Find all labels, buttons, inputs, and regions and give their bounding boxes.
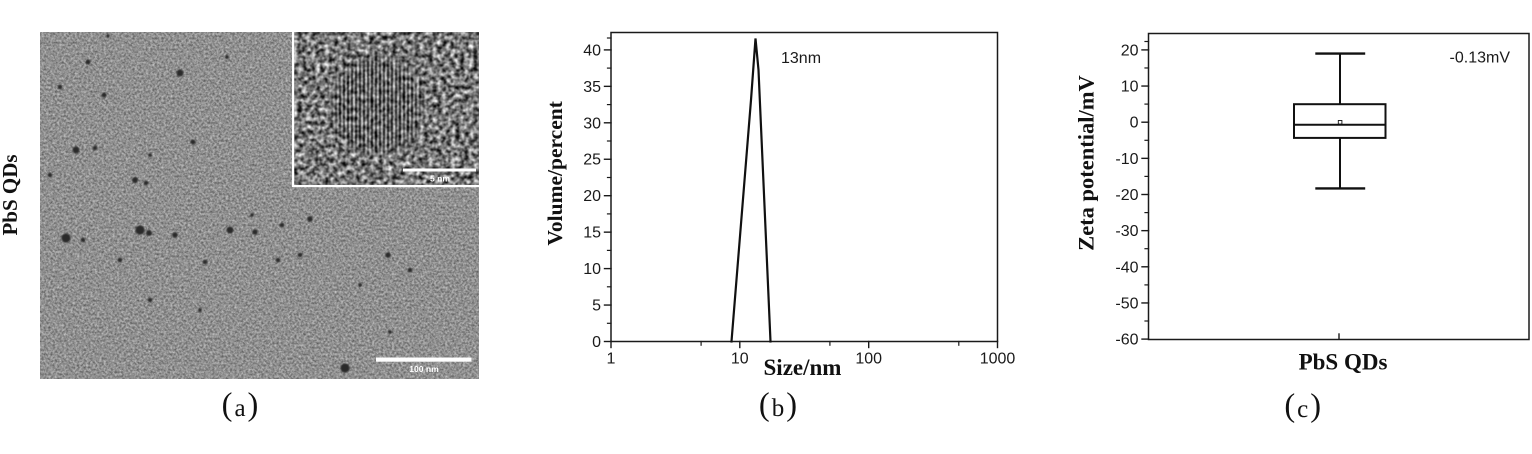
svg-text:-20: -20 — [1115, 187, 1138, 204]
svg-text:-0.13mV: -0.13mV — [1450, 50, 1511, 67]
svg-text:1: 1 — [607, 351, 616, 368]
svg-text:(c): (c) — [1284, 388, 1321, 424]
svg-text:15: 15 — [583, 225, 601, 242]
svg-text:13nm: 13nm — [781, 50, 821, 67]
svg-text:40: 40 — [583, 42, 601, 59]
svg-text:-50: -50 — [1115, 296, 1138, 313]
svg-text:(a): (a) — [222, 387, 259, 423]
svg-text:-10: -10 — [1115, 151, 1138, 168]
svg-text:30: 30 — [583, 115, 601, 132]
svg-text:PbS QDs: PbS QDs — [1299, 350, 1388, 375]
svg-text:1000: 1000 — [980, 351, 1016, 368]
svg-text:Size/nm: Size/nm — [764, 355, 842, 380]
svg-text:PbS QDs: PbS QDs — [0, 154, 22, 235]
svg-text:35: 35 — [583, 79, 601, 96]
svg-text:100 nm: 100 nm — [409, 364, 439, 374]
svg-text:-30: -30 — [1115, 223, 1138, 240]
svg-text:20: 20 — [1121, 42, 1139, 59]
svg-text:10: 10 — [1121, 79, 1139, 96]
svg-text:10: 10 — [583, 261, 601, 278]
svg-text:25: 25 — [583, 152, 601, 169]
svg-text:100: 100 — [855, 351, 882, 368]
svg-text:0: 0 — [592, 334, 601, 351]
svg-text:Volume/percent: Volume/percent — [543, 100, 567, 245]
svg-text:0: 0 — [1130, 115, 1139, 132]
svg-text:20: 20 — [583, 188, 601, 205]
svg-text:-40: -40 — [1115, 259, 1138, 276]
svg-text:(b): (b) — [759, 387, 797, 423]
svg-text:-60: -60 — [1115, 332, 1138, 349]
svg-text:5: 5 — [592, 298, 601, 315]
svg-text:10: 10 — [731, 351, 749, 368]
svg-text:5 nm: 5 nm — [430, 174, 450, 184]
svg-text:Zeta potential/mV: Zeta potential/mV — [1074, 75, 1099, 251]
